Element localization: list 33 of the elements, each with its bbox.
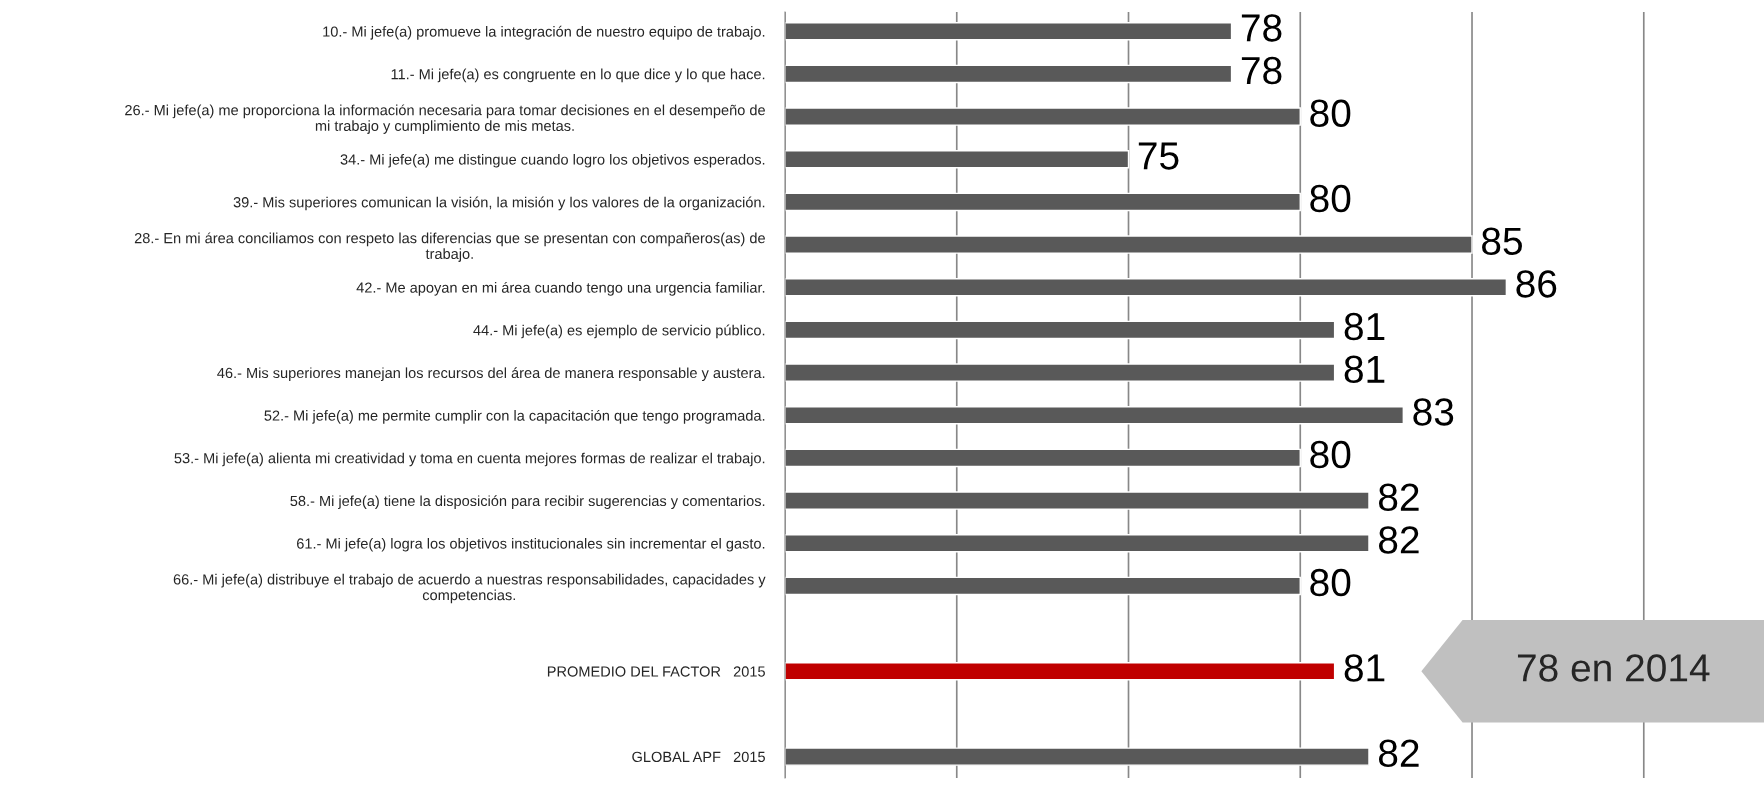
data-label: 80 <box>1310 568 1351 597</box>
y-tick-label: 42.- Me apoyan en mi área cuando tengo una urgencia familiar. <box>356 281 765 296</box>
y-tick-label: 10.- Mi jefe(a) promueve la integración de nuestro equipo de trabajo. <box>323 25 765 40</box>
y-tick-label: 26.- Mi jefe(a) me proporciona la información necesaria para tomar decisiones en el desempeño de mi trabajo y cumplimiento de mis metas. <box>125 104 765 134</box>
data-label: 82 <box>1378 483 1419 512</box>
data-label: 80 <box>1310 184 1351 213</box>
data-label: 81 <box>1344 355 1385 384</box>
y-tick-label: 61.- Mi jefe(a) logra los objetivos institucionales sin incrementar el gasto. <box>297 537 765 552</box>
y-tick-label: GLOBAL APF 2015 <box>632 751 765 763</box>
data-label: 85 <box>1482 227 1522 256</box>
data-label: 80 <box>1310 440 1351 469</box>
y-tick-label: 34.- Mi jefe(a) me distingue cuando logro los objetivos esperados. <box>340 153 765 168</box>
data-label: 81 <box>1344 312 1385 341</box>
data-label: 75 <box>1138 142 1179 170</box>
data-label: 78 <box>1241 56 1282 85</box>
y-tick-label: 53.- Mi jefe(a) alienta mi creatividad y toma en cuenta mejores formas de realizar el trabajo. <box>174 452 765 467</box>
y-tick-label: 44.- Mi jefe(a) es ejemplo de servicio público. <box>473 324 765 339</box>
y-tick-label: PROMEDIO DEL FACTOR 2015 <box>547 666 765 677</box>
y-tick-label: 39.- Mis superiores comunican la visión, la misión y los valores de la organización. <box>233 196 765 211</box>
data-label: 81 <box>1344 654 1385 682</box>
data-label: 80 <box>1310 99 1351 128</box>
data-label: 82 <box>1378 526 1419 554</box>
data-label: 83 <box>1413 398 1454 426</box>
data-label: 86 <box>1516 270 1557 298</box>
y-tick-label: 66.- Mi jefe(a) distribuye el trabajo de acuerdo a nuestras responsabilidades, capacidades y competencias. <box>173 573 766 604</box>
annotation: 78 en 2014 <box>1517 654 1710 682</box>
y-tick-label: 28.- En mi área conciliamos con respeto las diferencias que se presentan con compañeros(as) de trabajo. <box>134 232 765 262</box>
data-label: 78 <box>1241 14 1282 42</box>
y-tick-label: 46.- Mis superiores manejan los recursos del área de manera responsable y austera. <box>217 367 765 381</box>
y-tick-label: 52.- Mi jefe(a) me permite cumplir con la capacitación que tengo programada. <box>264 409 765 424</box>
y-tick-label: 11.- Mi jefe(a) es congruente en lo que dice y lo que hace. <box>391 68 765 83</box>
data-label: 82 <box>1378 739 1419 768</box>
y-tick-label: 58.- Mi jefe(a) tiene la disposición para recibir sugerencias y comentarios. <box>290 495 765 509</box>
